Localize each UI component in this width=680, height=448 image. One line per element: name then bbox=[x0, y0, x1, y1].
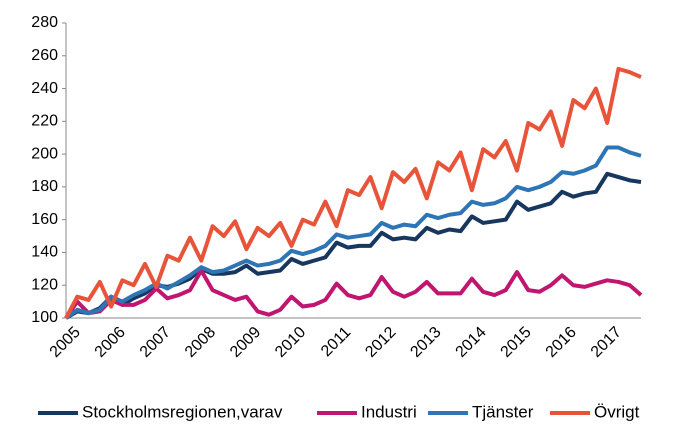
x-tick-label: 2008 bbox=[182, 324, 219, 361]
x-tick-label: 2017 bbox=[588, 324, 625, 361]
x-tick-label: 2010 bbox=[272, 324, 309, 361]
legend-label: Tjänster bbox=[472, 402, 534, 421]
x-tick-label: 2013 bbox=[407, 324, 444, 361]
legend-label: Övrigt bbox=[594, 402, 640, 421]
y-tick-label: 120 bbox=[31, 276, 58, 293]
y-tick-label: 180 bbox=[31, 178, 58, 195]
y-tick-label: 220 bbox=[31, 113, 58, 130]
x-tick-label: 2011 bbox=[318, 324, 354, 360]
legend-label: Industri bbox=[361, 402, 417, 421]
y-tick-label: 200 bbox=[31, 145, 58, 162]
y-tick-label: 280 bbox=[31, 14, 58, 31]
x-tick-label: 2015 bbox=[498, 324, 535, 361]
legend-label: Stockholmsregionen,varav bbox=[82, 402, 283, 421]
series-line bbox=[64, 268, 643, 320]
x-tick-label: 2006 bbox=[92, 324, 129, 361]
x-tick-label: 2012 bbox=[362, 324, 399, 361]
y-tick-label: 100 bbox=[31, 309, 58, 326]
series-line bbox=[64, 145, 642, 320]
x-tick-label: 2005 bbox=[47, 324, 84, 361]
y-tick-label: 260 bbox=[31, 47, 58, 64]
series-line bbox=[64, 66, 642, 319]
y-tick-label: 240 bbox=[31, 80, 58, 97]
y-tick-label: 140 bbox=[31, 244, 58, 261]
x-tick-label: 2014 bbox=[453, 324, 490, 361]
x-tick-label: 2009 bbox=[227, 324, 264, 361]
y-tick-label: 160 bbox=[31, 211, 58, 228]
x-tick-label: 2007 bbox=[137, 324, 174, 361]
x-tick-label: 2016 bbox=[543, 324, 580, 361]
